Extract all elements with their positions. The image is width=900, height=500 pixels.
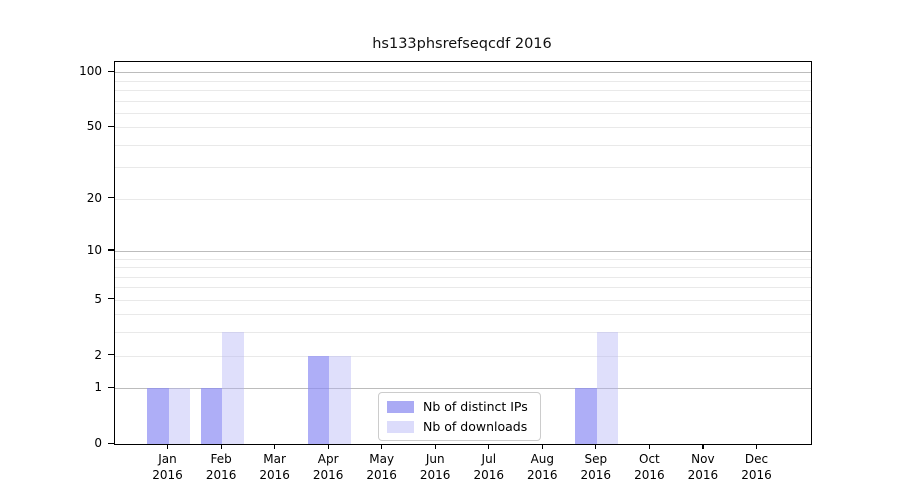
x-tick-mark-jun xyxy=(434,444,436,450)
x-tick-mark-feb xyxy=(220,444,222,450)
x-tick-mark-jul xyxy=(488,444,490,450)
gridline-minor-3 xyxy=(115,332,811,334)
x-tick-label-apr: Apr 2016 xyxy=(312,452,344,482)
x-tick-mark-dec xyxy=(755,444,758,450)
gridline-minor-6 xyxy=(115,287,811,289)
y-tick-mark-10 xyxy=(108,249,114,251)
gridline-minor-30 xyxy=(115,167,811,169)
y-tick-label-1: 1 xyxy=(94,380,102,395)
gridline-minor-9 xyxy=(115,258,811,260)
legend: Nb of distinct IPs Nb of downloads xyxy=(378,392,541,441)
legend-entry-downloads: Nb of downloads xyxy=(387,419,531,434)
gridline-minor-90 xyxy=(115,80,811,82)
y-tick-label-50: 50 xyxy=(86,119,102,134)
legend-entry-distinct-ips: Nb of distinct IPs xyxy=(387,399,531,414)
gridline-minor-70 xyxy=(115,100,811,102)
x-tick-mark-may xyxy=(381,444,383,450)
y-tick-label-100: 100 xyxy=(79,64,102,79)
x-tick-label-nov: Nov 2016 xyxy=(687,452,719,482)
x-tick-mark-jan xyxy=(166,444,169,450)
legend-swatch-distinct-ips xyxy=(387,400,414,413)
bar-distinct-ips-jan xyxy=(147,388,169,444)
gridline-minor-2 xyxy=(115,355,811,357)
x-tick-label-dec: Dec 2016 xyxy=(741,452,772,482)
y-tick-mark-100 xyxy=(108,70,114,72)
x-tick-label-jun: Jun 2016 xyxy=(419,452,451,482)
x-tick-label-feb: Feb 2016 xyxy=(205,452,237,482)
bar-downloads-apr xyxy=(329,355,351,444)
gridline-minor-40 xyxy=(115,144,811,146)
bar-distinct-ips-sep xyxy=(575,388,597,444)
bar-distinct-ips-feb xyxy=(200,388,223,444)
y-tick-mark-5 xyxy=(108,298,114,300)
gridline-minor-4 xyxy=(115,314,811,316)
gridline-major-100 xyxy=(115,72,811,74)
gridline-minor-5 xyxy=(115,299,811,301)
gridline-minor-60 xyxy=(115,112,811,114)
y-tick-label-10: 10 xyxy=(86,242,102,257)
y-tick-label-20: 20 xyxy=(86,190,102,205)
x-tick-mark-mar xyxy=(274,444,276,450)
y-tick-mark-2 xyxy=(108,354,114,356)
y-tick-mark-1 xyxy=(108,386,114,388)
gridline-minor-8 xyxy=(115,267,811,268)
y-tick-label-2: 2 xyxy=(94,347,102,362)
x-tick-label-jul: Jul 2016 xyxy=(473,452,505,482)
gridline-minor-7 xyxy=(115,276,811,278)
x-tick-label-oct: Oct 2016 xyxy=(634,452,665,482)
y-tick-mark-0 xyxy=(108,442,114,444)
y-tick-mark-20 xyxy=(108,197,114,199)
bar-downloads-feb xyxy=(222,332,244,444)
x-tick-label-may: May 2016 xyxy=(366,452,397,482)
plot-area: Nb of distinct IPs Nb of downloads xyxy=(114,61,812,445)
x-tick-mark-sep xyxy=(595,444,597,450)
gridline-major-1 xyxy=(115,388,811,390)
y-tick-mark-50 xyxy=(108,125,114,127)
x-tick-label-mar: Mar 2016 xyxy=(259,452,290,482)
y-tick-label-5: 5 xyxy=(94,291,102,306)
legend-swatch-downloads xyxy=(387,420,414,433)
bar-downloads-jan xyxy=(168,388,190,444)
gridline-major-10 xyxy=(115,250,811,252)
gridline-minor-80 xyxy=(115,90,811,91)
legend-label-distinct-ips: Nb of distinct IPs xyxy=(423,399,528,414)
x-tick-label-jan: Jan 2016 xyxy=(152,452,183,482)
gridline-minor-50 xyxy=(115,127,811,129)
x-tick-mark-nov xyxy=(702,444,704,450)
x-tick-mark-apr xyxy=(327,444,329,450)
x-tick-mark-aug xyxy=(541,444,543,450)
chart-title: hs133phsrefseqcdf 2016 xyxy=(372,36,552,52)
y-tick-label-0: 0 xyxy=(94,436,102,450)
bar-distinct-ips-apr xyxy=(307,355,330,444)
x-tick-mark-oct xyxy=(648,444,651,450)
gridline-minor-20 xyxy=(115,198,811,200)
x-tick-label-aug: Aug 2016 xyxy=(527,452,558,482)
x-tick-label-sep: Sep 2016 xyxy=(580,452,612,482)
bar-downloads-sep xyxy=(596,332,619,444)
legend-label-downloads: Nb of downloads xyxy=(423,419,528,434)
